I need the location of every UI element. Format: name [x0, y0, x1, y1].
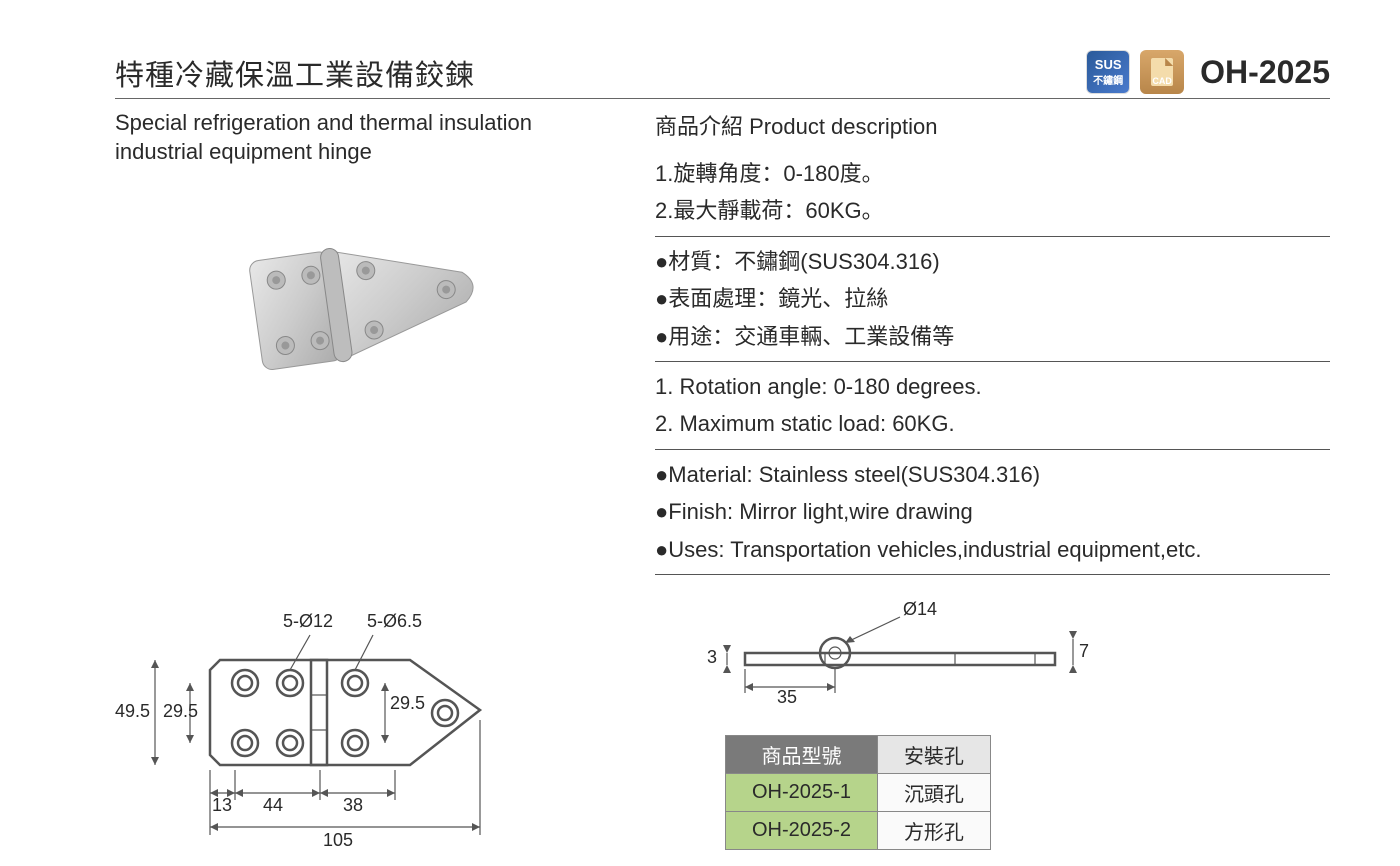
cn-spec-2: 2.最大靜載荷：60KG。: [655, 192, 1330, 229]
title-chinese: 特種冷藏保溫工業設備鉸鍊: [115, 52, 475, 94]
model-table: 商品型號 安裝孔 OH-2025-1 沉頭孔 OH-2025-2 方形孔: [725, 735, 991, 850]
header-right: SUS 不鏽鋼 CAD OH-2025: [1086, 50, 1330, 94]
cn-bullet-1: ●材質：不鏽鋼(SUS304.316): [655, 243, 1330, 280]
dim-44: 44: [263, 795, 283, 816]
dim-29-5b: 29.5: [390, 693, 425, 714]
sus-badge-line1: SUS: [1095, 57, 1122, 72]
cell-hole-1: 沉頭孔: [877, 773, 990, 811]
dim-105: 105: [323, 830, 353, 851]
sus-badge-line2: 不鏽鋼: [1093, 72, 1123, 87]
dim-3: 3: [707, 647, 717, 668]
dim-7: 7: [1079, 641, 1089, 662]
left-column: Special refrigeration and thermal insula…: [115, 109, 615, 575]
cad-doc-icon: CAD: [1151, 58, 1173, 86]
table-header-row: 商品型號 安裝孔: [726, 735, 991, 773]
table-header-hole: 安裝孔: [877, 735, 990, 773]
dim-5d65: 5-Ø6.5: [367, 611, 422, 632]
side-view-svg-icon: [695, 605, 1095, 705]
en-bullets: ●Material: Stainless steel(SUS304.316) ●…: [655, 449, 1330, 575]
header-row: 特種冷藏保溫工業設備鉸鍊 SUS 不鏽鋼 CAD OH-2025: [115, 50, 1330, 99]
top-view-svg-icon: [115, 605, 545, 855]
main-columns: Special refrigeration and thermal insula…: [115, 109, 1330, 575]
cn-specs: 1.旋轉角度：0-180度。 2.最大靜載荷：60KG。: [655, 149, 1330, 236]
bottom-row: 5-Ø12 5-Ø6.5 49.5 29.5 29.5 13 44 38 105: [115, 605, 1330, 855]
sus-badge-icon: SUS 不鏽鋼: [1086, 50, 1130, 94]
dim-49-5: 49.5: [115, 701, 150, 722]
en-spec-1: 1. Rotation angle: 0-180 degrees.: [655, 368, 1330, 405]
product-photo: [220, 196, 510, 406]
en-bullet-1: ●Material: Stainless steel(SUS304.316): [655, 456, 1330, 493]
cn-bullet-2: ●表面處理：鏡光、拉絲: [655, 280, 1330, 317]
top-view-drawing: 5-Ø12 5-Ø6.5 49.5 29.5 29.5 13 44 38 105: [115, 605, 545, 855]
cn-bullets: ●材質：不鏽鋼(SUS304.316) ●表面處理：鏡光、拉絲 ●用途：交通車輛…: [655, 236, 1330, 361]
model-code: OH-2025: [1194, 54, 1330, 91]
en-bullet-2: ●Finish: Mirror light,wire drawing: [655, 493, 1330, 530]
right-column: 商品介紹 Product description 1.旋轉角度：0-180度。 …: [655, 109, 1330, 575]
description-heading: 商品介紹 Product description: [655, 109, 1330, 141]
dim-d14: Ø14: [903, 599, 937, 620]
cn-spec-1: 1.旋轉角度：0-180度。: [655, 155, 1330, 192]
cn-bullet-3: ●用途：交通車輛、工業設備等: [655, 318, 1330, 355]
en-spec-2: 2. Maximum static load: 60KG.: [655, 405, 1330, 442]
dim-35: 35: [777, 687, 797, 708]
cell-model-1: OH-2025-1: [726, 773, 878, 811]
right-drawing-wrap: Ø14 3 7 35 商品型號 安裝孔 OH-2025-1 沉頭孔 OH-202…: [665, 605, 1330, 850]
en-specs: 1. Rotation angle: 0-180 degrees. 2. Max…: [655, 361, 1330, 449]
title-english: Special refrigeration and thermal insula…: [115, 109, 615, 166]
cell-hole-2: 方形孔: [877, 811, 990, 849]
dim-29-5a: 29.5: [163, 701, 198, 722]
dim-5d12: 5-Ø12: [283, 611, 333, 632]
side-view-drawing: Ø14 3 7 35: [695, 605, 1095, 695]
cad-badge-text: CAD: [1152, 76, 1172, 86]
en-bullet-3: ●Uses: Transportation vehicles,industria…: [655, 531, 1330, 568]
table-row: OH-2025-2 方形孔: [726, 811, 991, 849]
hinge-illustration-icon: [225, 206, 505, 396]
table-header-model: 商品型號: [726, 735, 878, 773]
dim-38: 38: [343, 795, 363, 816]
table-row: OH-2025-1 沉頭孔: [726, 773, 991, 811]
cell-model-2: OH-2025-2: [726, 811, 878, 849]
dim-13: 13: [212, 795, 232, 816]
cad-badge-icon: CAD: [1140, 50, 1184, 94]
